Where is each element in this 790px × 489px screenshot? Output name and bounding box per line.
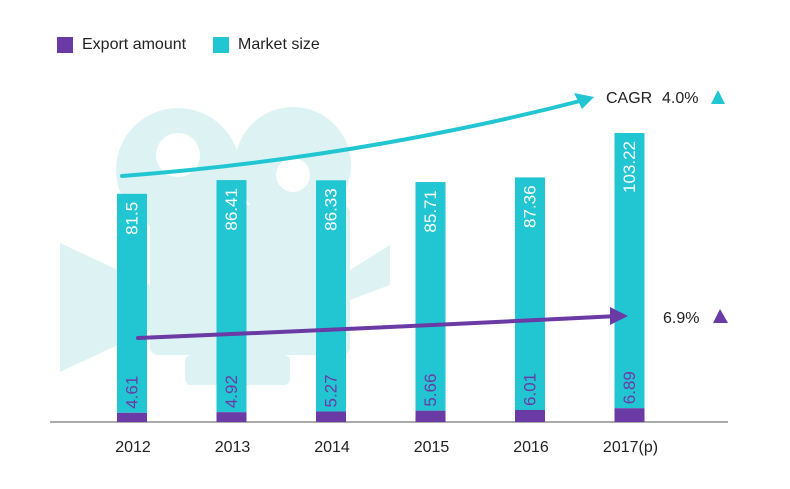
x-tick-label: 2012 [115,439,151,456]
x-tick-label: 2015 [414,439,450,456]
export-trend-arrow [136,314,620,340]
value-labels-group: 81.5 4.61 86.41 4.92 86.33 5.27 85.71 5.66 87.36… [123,141,640,409]
market-bar [515,177,545,410]
market-bar [415,182,446,411]
export-arrowhead-icon [610,307,628,325]
export-cagr-up-icon [713,309,728,323]
export-bar [415,410,446,422]
export-value-label: 5.27 [322,374,341,407]
market-bar [614,133,645,409]
bars-group [117,133,645,422]
market-bar [117,193,147,413]
market-cagr-value: 4.0% [662,90,698,107]
market-value-label: 87.36 [521,185,540,228]
legend-export-swatch [57,37,73,53]
export-value-label: 4.92 [222,375,241,408]
market-bar [216,180,247,413]
export-value-label: 6.01 [521,373,540,406]
market-arrowhead-icon [574,93,594,109]
export-value-label: 6.89 [620,371,639,404]
market-trend-arrow [120,97,590,178]
market-value-label: 81.5 [123,202,142,235]
market-cagr-label: CAGR [606,90,652,107]
market-value-label: 85.71 [421,190,440,233]
market-cagr-up-icon [711,90,725,104]
x-tick-label: 2017(p) [603,439,658,456]
export-bar [117,412,147,422]
market-bar [316,180,346,412]
legend-export-label: Export amount [82,36,187,53]
export-bar [316,411,346,422]
export-bar [515,409,545,422]
legend-export: Export amount [57,36,186,54]
export-value-label: 5.66 [421,374,440,407]
x-tick-label: 2014 [314,439,350,456]
export-bar [614,408,645,422]
export-value-label: 4.61 [123,376,142,409]
market-value-label: 86.33 [322,188,341,231]
camera-watermark-holes [156,133,310,192]
market-value-label: 103.22 [620,141,639,193]
legend-market-swatch [213,37,229,53]
export-bar [216,412,247,422]
x-tick-label: 2013 [215,439,251,456]
x-tick-labels-group: 2012 2013 2014 2015 2016 2017(p) [115,439,658,456]
export-cagr-value: 6.9% [663,310,699,327]
market-value-label: 86.41 [222,188,241,231]
legend-market-label: Market size [238,36,320,53]
legend-market: Market size [213,36,320,54]
x-tick-label: 2016 [513,439,549,456]
